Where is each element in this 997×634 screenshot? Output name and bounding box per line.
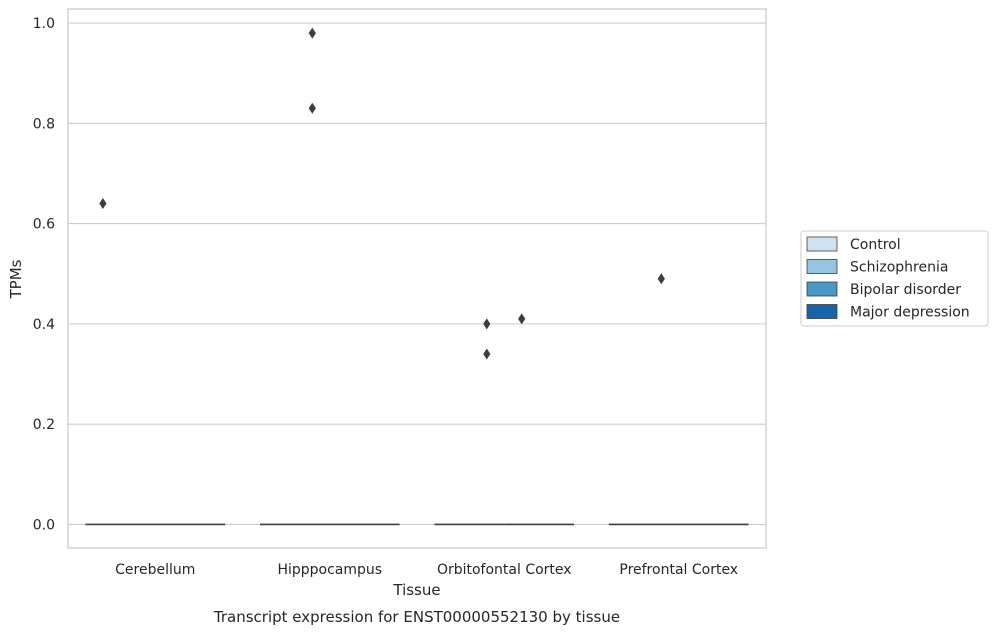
outlier-point (518, 313, 526, 325)
y-tick-label: 0.2 (33, 417, 55, 433)
legend: Control Schizophrenia Bipolar disorder Majo… (800, 230, 989, 327)
legend-label: Schizophrenia (850, 260, 948, 276)
chart-caption: Transcript expression for ENST0000055213… (213, 608, 620, 626)
y-tick-label: 0.6 (33, 217, 55, 233)
x-tick-label: Orbitofontal Cortex (437, 562, 572, 578)
y-tick-label: 0.8 (33, 116, 55, 132)
x-tick-label: Cerebellum (115, 562, 195, 578)
outlier-point (657, 273, 665, 285)
outlier-point (483, 348, 491, 360)
x-tick-label: Prefrontal Cortex (619, 562, 738, 578)
outlier-point (99, 198, 107, 210)
outlier-point (308, 27, 316, 39)
y-tick-label: 1.0 (33, 16, 55, 32)
y-tick-label: 0.0 (33, 517, 55, 533)
legend-label: Control (850, 237, 901, 253)
x-tick-label: Hipppocampus (277, 562, 382, 578)
legend-swatch (806, 259, 838, 274)
legend-swatch (806, 236, 838, 252)
y-axis-ticks: 0.0 0.2 0.4 0.6 0.8 1.0 (33, 16, 55, 533)
legend-frame (800, 230, 989, 327)
outlier-point (483, 318, 491, 330)
legend-swatch (806, 304, 838, 319)
plot-frame (67, 8, 767, 549)
y-axis-label: TPMs (7, 259, 25, 299)
legend-swatch (806, 281, 838, 297)
outlier-points (99, 27, 665, 360)
x-axis-label: Tissue (392, 581, 440, 599)
outlier-point (308, 102, 316, 114)
x-axis-ticks: Cerebellum Hipppocampus Orbitofontal Corte… (115, 562, 738, 578)
y-tick-label: 0.4 (33, 317, 55, 333)
legend-label: Major depression (850, 305, 970, 321)
legend-label: Bipolar disorder (850, 282, 961, 298)
